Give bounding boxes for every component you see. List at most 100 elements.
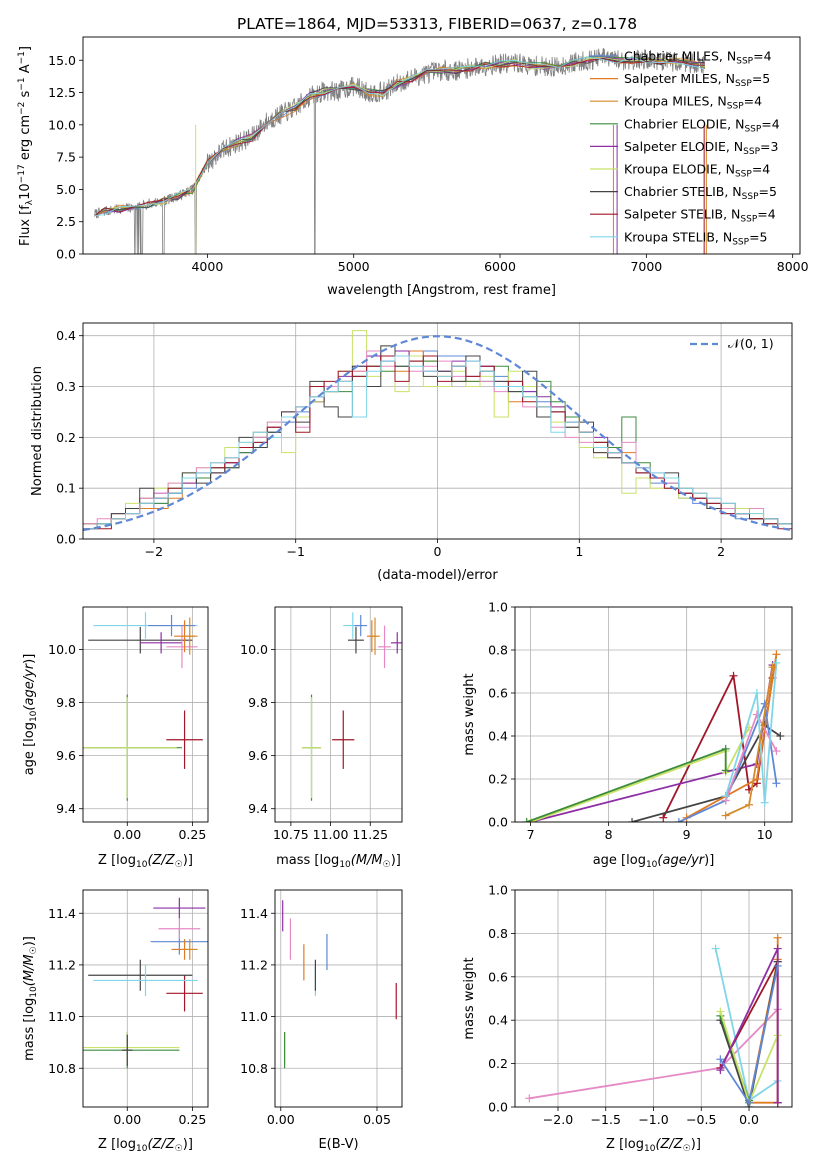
y-axis-label: mass weight [462,673,477,755]
x-tick-label: 7000 [630,259,662,274]
weight-series [526,747,727,822]
y-tick-label: 10.8 [48,1061,76,1076]
legend-suffix: =4 [752,162,770,177]
x-tick-label: 9 [683,827,691,842]
label-sub: 10 [29,986,39,998]
x-axis-label: Z [log10(Z/Z☉)] [98,1137,193,1154]
legend-label: 𝒩(0, 1) [728,336,774,351]
x-tick-label: 8000 [777,259,809,274]
y-tick-label: 0.2 [56,430,76,445]
label-part: )] [704,853,714,868]
x-tick-label: 0.00 [113,827,141,842]
ylabel-sub: λ [25,199,35,205]
ylabel-part: ] [18,46,33,51]
legend-subscript: SSP [735,79,752,89]
y-tick-label: 0.1 [56,481,76,496]
y-tick-label: 0.0 [488,1100,508,1115]
legend-label: Chabrier ELODIE, NSSP=4 [624,116,780,134]
legend-subscript: SSP [743,147,760,157]
ylabel-part: s [18,90,33,101]
y-tick-label: 0.2 [488,1056,508,1071]
y-tick-label: 0.8 [488,643,508,658]
ylabel-sup: −2 [17,102,27,115]
y-tick-label: 9.8 [248,695,268,710]
y-tick-label: 10.0 [48,642,76,657]
legend-subscript: SSP [740,215,757,225]
plot-area [83,612,203,801]
label-part: age [log [593,853,646,868]
age-vs-mass-panel: 10.75 11.00 11.25 9.4 9.6 9.8 10.0 mass [log10(… [240,606,403,870]
x-tick-label: 0.00 [267,1112,295,1127]
y-tick-label: 10.0 [48,117,76,132]
y-tick-label: 9.6 [248,748,268,763]
plot-area [525,933,782,1107]
x-tick-label: 10 [757,827,773,842]
y-tick-label: 7.5 [56,150,76,165]
y-tick-label: 9.4 [56,801,76,816]
y-axis-label: age [log10(age/yr)] [22,654,39,776]
x-tick-label: 0 [434,544,442,559]
plot-area [94,47,707,254]
y-axis-label: Flux [fλ10−17 erg cm−2 s−1 A−1] [17,46,35,246]
x-tick-label: 4000 [191,259,223,274]
label-part: )] [183,1137,193,1152]
legend-suffix: =5 [752,71,770,86]
ylabel-part: 10 [18,183,33,200]
x-tick-label: 2 [717,544,725,559]
y-tick-label: 11.2 [240,957,268,972]
axes-frame [274,889,403,1108]
label-sub: ☉ [383,860,391,870]
legend-label: Chabrier STELIB, NSSP=5 [624,184,777,202]
x-tick-label: 0.00 [113,1112,141,1127]
legend-label: Salpeter ELODIE, NSSP=3 [624,139,778,157]
legend-suffix: =4 [757,207,775,222]
label-sub: 10 [136,860,148,870]
y-tick-label: 0.0 [56,247,76,262]
y-tick-label: 9.8 [56,695,76,710]
weight-series [724,662,778,803]
ylabel-sup: −1 [17,51,27,64]
x-axis-label: E(B-V) [318,1137,358,1152]
weight-vs-metallicity-panel: −2.0 −1.5 −1.0 −0.5 0.0 0.0 0.2 0.4 0.6 0.8 1.0 Z [… [462,883,793,1154]
x-axis-label: Z [log10(Z/Z☉)] [98,853,193,870]
legend-subscript: SSP [744,124,761,134]
legend-label: Salpeter MILES, NSSP=5 [624,71,770,89]
x-tick-label: −2.0 [543,1112,573,1127]
y-tick-label: 10.0 [240,642,268,657]
y-tick-label: 1.0 [488,883,508,898]
residual-histogram-panel: −2 −1 0 1 2 0.0 0.1 0.2 0.3 0.4 𝒩(0, 1) (data-model… [30,322,793,583]
y-tick-label: 0.4 [56,328,76,343]
x-tick-label: 5000 [338,259,370,274]
axes-frame [82,606,209,823]
y-tick-label: 11.4 [240,906,268,921]
x-tick-label: −0.5 [686,1112,716,1127]
weight-series [678,700,778,822]
legend-suffix: =3 [760,139,778,154]
y-tick-label: 1.0 [488,600,508,615]
label-part: mass [log [276,853,339,868]
x-tick-label: 0.05 [363,1112,391,1127]
x-tick-label: 11.00 [313,827,349,842]
age-vs-metallicity-panel: 0.00 0.259.49.69.810.0Z [log10(Z/Z☉)]age … [22,606,209,870]
label-part: Z [log [606,1137,644,1152]
label-part: )] [183,853,193,868]
label-part: (age/yr [657,853,705,868]
gaussian-curve [83,335,792,532]
x-axis-label: mass [log10(M/M☉)] [276,853,401,870]
y-tick-label: 0.6 [488,686,508,701]
x-tick-label: 6000 [484,259,516,274]
ylabel-part: A [18,64,33,77]
ylabel-part: erg cm [18,115,33,164]
legend-label: Salpeter STELIB, NSSP=4 [624,207,776,225]
axes-frame [274,606,403,823]
axes-frame [82,36,801,255]
y-tick-label: 11.2 [48,957,76,972]
y-tick-label: 0.4 [488,1013,508,1028]
y-axis-label: mass weight [462,957,477,1039]
weight-series [631,723,781,822]
x-tick-label: 7 [527,827,535,842]
plot-area [282,900,397,1069]
